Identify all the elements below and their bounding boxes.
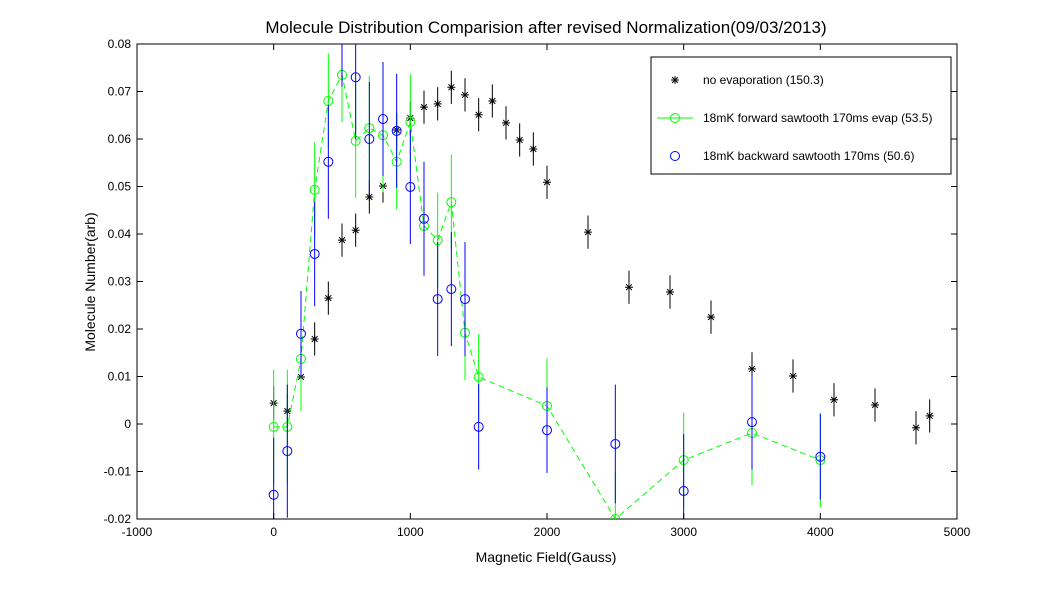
x-tick-label: 1000 — [397, 525, 424, 539]
legend-label: no evaporation (150.3) — [703, 73, 824, 87]
data-point — [365, 192, 374, 201]
y-tick-label: 0.06 — [108, 132, 132, 146]
x-tick-label: 3000 — [670, 525, 697, 539]
data-point — [391, 125, 402, 136]
y-tick-label: 0.03 — [108, 275, 132, 289]
y-tick-label: 0.04 — [108, 227, 132, 241]
data-point — [707, 313, 715, 322]
legend-label: 18mK forward sawtooth 170ms evap (53.5) — [703, 111, 932, 125]
data-point — [815, 451, 826, 462]
data-point — [447, 83, 456, 92]
y-axis-label: Molecule Number(arb) — [82, 212, 98, 351]
data-point — [323, 156, 334, 167]
data-point — [433, 99, 442, 108]
data-point — [584, 228, 592, 237]
y-tick-label: 0.02 — [108, 322, 132, 336]
chart-title: Molecule Distribution Comparision after … — [265, 18, 826, 37]
data-point — [364, 134, 375, 144]
data-point — [925, 411, 934, 420]
data-point — [871, 401, 879, 409]
data-point — [378, 114, 388, 125]
data-point — [625, 283, 633, 292]
data-point — [309, 248, 320, 259]
legend — [650, 56, 952, 175]
data-point — [350, 72, 361, 83]
plot — [268, 44, 934, 519]
data-point — [461, 90, 469, 99]
data-point — [610, 514, 621, 519]
y-tick-label: 0.05 — [108, 180, 132, 194]
x-tick-label: 4000 — [807, 525, 834, 539]
data-point — [515, 135, 524, 144]
data-point — [502, 118, 510, 127]
data-point — [432, 294, 443, 305]
legend-marker — [671, 76, 679, 84]
data-point — [446, 284, 457, 295]
data-point — [474, 110, 483, 119]
data-point — [748, 364, 756, 373]
data-point — [268, 421, 279, 432]
x-axis-label: Magnetic Field(Gauss) — [476, 549, 617, 565]
x-tick-label: 2000 — [534, 525, 561, 539]
data-point — [747, 417, 757, 428]
y-tick-label: 0.07 — [108, 85, 132, 99]
data-point — [419, 213, 429, 224]
data-point — [789, 372, 797, 381]
data-point — [542, 425, 552, 436]
y-tick-label: -0.01 — [104, 465, 132, 479]
data-point — [446, 197, 457, 208]
data-point — [473, 421, 484, 432]
data-point — [473, 371, 484, 382]
data-point — [460, 294, 470, 305]
data-point — [309, 184, 320, 195]
legend-label: 18mK backward sawtooth 170ms (50.6) — [703, 149, 914, 163]
data-point — [912, 423, 920, 432]
data-point — [543, 178, 551, 187]
x-tick-label: 0 — [270, 525, 277, 539]
series-line — [273, 73, 821, 519]
legend-marker — [670, 151, 680, 161]
y-tick-label: 0.08 — [108, 37, 132, 51]
data-point — [420, 103, 428, 112]
data-point — [268, 489, 279, 500]
data-point — [678, 485, 689, 496]
legend-marker — [670, 113, 680, 123]
data-point — [830, 395, 838, 404]
x-tick-label: 5000 — [944, 525, 971, 539]
data-point — [666, 287, 674, 296]
data-point — [405, 181, 416, 192]
data-point — [405, 116, 416, 127]
data-point — [282, 446, 293, 457]
data-point — [610, 438, 621, 449]
y-tick-label: 0 — [124, 417, 131, 431]
data-point — [296, 328, 306, 339]
data-point — [351, 226, 360, 235]
data-point — [324, 294, 333, 303]
y-tick-label: -0.02 — [104, 512, 132, 526]
data-point — [529, 144, 538, 153]
data-point — [338, 236, 346, 245]
y-tick-label: 0.01 — [108, 370, 132, 384]
data-point — [488, 97, 497, 105]
x-tick-label: -1000 — [122, 525, 153, 539]
data-point — [310, 334, 319, 343]
